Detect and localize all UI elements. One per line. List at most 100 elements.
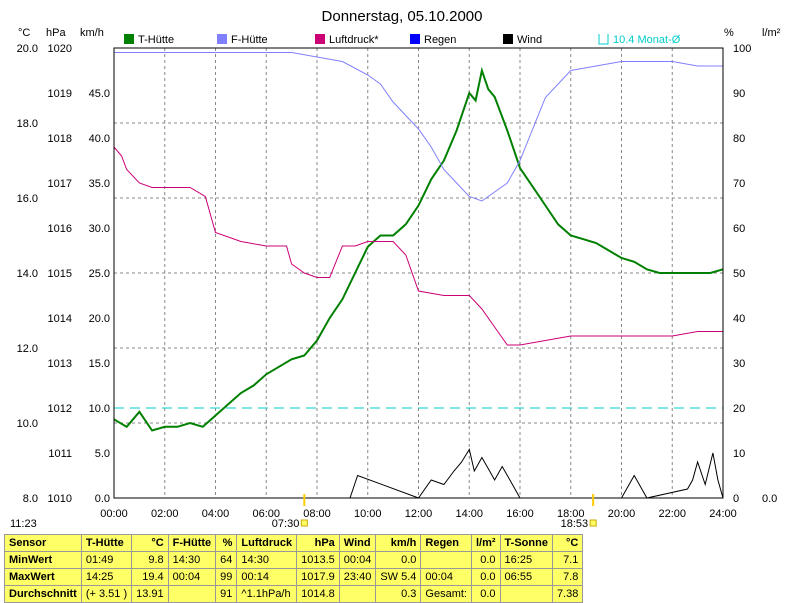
stats-header-row: Sensor T-Hütte °C F-Hütte% Luftdruck hPa Wind k… — [4, 534, 584, 552]
tick-label-temp: 8.0 — [23, 493, 38, 505]
stats-row-label: MinWert — [4, 551, 82, 569]
series-line — [114, 52, 723, 202]
stats-cell-time: 23:40 — [338, 568, 377, 586]
series-line — [113, 66, 724, 432]
legend-swatch — [410, 34, 420, 44]
tick-label-kmh: 45.0 — [89, 88, 110, 100]
tick-label-rain: 0.0 — [762, 493, 777, 505]
tick-label-pct: 80 — [733, 133, 745, 145]
stats-cell-time: Gesamt: — [420, 585, 472, 603]
legend-label: Wind — [517, 34, 542, 46]
axis-unit-rain: l/m² — [762, 27, 781, 39]
tick-label-time: 02:00 — [151, 508, 179, 520]
stats-cell-time — [167, 585, 217, 603]
tick-label-time: 18:00 — [557, 508, 585, 520]
stats-header-unit: °C — [551, 534, 584, 552]
tick-label-pct: 20 — [733, 403, 745, 415]
tick-label-time: 24:00 — [709, 508, 737, 520]
tick-label-temp: 12.0 — [17, 343, 38, 355]
legend-label: 10.4 Monat-Ø — [613, 34, 681, 46]
stats-cell-value: SW 5.4 — [375, 568, 422, 586]
stats-cell-time: 00:04 — [338, 551, 377, 569]
tick-label-hpa: 1019 — [48, 88, 72, 100]
tick-label-time: 12:00 — [405, 508, 433, 520]
stats-cell-time: 01:49 — [80, 551, 133, 569]
stats-cell-value: 7.1 — [551, 551, 584, 569]
legend-label: F-Hütte — [231, 34, 268, 46]
stats-cell-time: 00:14 — [236, 568, 298, 586]
tick-label-time: 06:00 — [252, 508, 280, 520]
stats-header-unit: % — [215, 534, 238, 552]
tick-label-time: 00:00 — [100, 508, 128, 520]
tick-label-kmh: 40.0 — [89, 133, 110, 145]
time-markers: 07:30 18:53 11:23 — [10, 494, 597, 530]
tick-label-kmh: 25.0 — [89, 268, 110, 280]
axis-unit-pct: % — [724, 27, 734, 39]
tick-label-hpa: 1016 — [48, 223, 72, 235]
series-line — [114, 448, 724, 499]
stats-cell-time: (+ 3.51 ) — [80, 585, 133, 603]
legend-swatch — [124, 34, 134, 44]
legend-swatch — [315, 34, 325, 44]
tick-label-kmh: 5.0 — [95, 448, 110, 460]
stats-cell-value: 7.8 — [551, 568, 584, 586]
stats-cell-value: 0.0 — [375, 551, 422, 569]
tick-label-kmh: 30.0 — [89, 223, 110, 235]
tick-label-hpa: 1017 — [48, 178, 72, 190]
stats-header-unit: km/h — [375, 534, 422, 552]
stats-row: MinWert 01:49 9.8 14:30 64 14:30 1013.5 00:04 0.… — [4, 551, 584, 569]
stats-cell-time — [338, 585, 377, 603]
tick-label-pct: 60 — [733, 223, 745, 235]
stats-cell-value: 19.4 — [131, 568, 169, 586]
stats-cell-time — [420, 551, 472, 569]
tick-label-hpa: 1011 — [48, 448, 72, 460]
stats-cell-time: 14:30 — [236, 551, 298, 569]
grid — [114, 48, 723, 498]
tick-label-kmh: 15.0 — [89, 358, 110, 370]
axis-units: °C hPa km/h% l/m² — [18, 27, 781, 39]
axis-unit-kmh: km/h — [80, 27, 104, 39]
legend-label: Luftdruck* — [329, 34, 379, 46]
stats-cell-value: 99 — [215, 568, 238, 586]
stats-cell-value: 1017.9 — [296, 568, 340, 586]
stats-header-unit: °C — [131, 534, 169, 552]
stats-cell-time: 00:04 — [167, 568, 217, 586]
stats-cell-time: 14:30 — [167, 551, 217, 569]
legend-label: Regen — [424, 34, 456, 46]
tick-label-time: 08:00 — [303, 508, 331, 520]
stats-cell-value: 1014.8 — [296, 585, 340, 603]
tick-label-temp: 20.0 — [17, 43, 38, 55]
stats-header-sensor: Sensor — [4, 534, 82, 552]
legend-swatch — [217, 34, 227, 44]
stats-header-name: Regen — [420, 534, 472, 552]
tick-label-temp: 16.0 — [17, 193, 38, 205]
stats-row-label: Durchschnitt — [4, 585, 82, 603]
stats-row-label: MaxWert — [4, 568, 82, 586]
stats-cell-time: 06:55 — [499, 568, 553, 586]
tick-label-kmh: 10.0 — [89, 403, 110, 415]
stats-cell-time: 14:25 — [80, 568, 133, 586]
corner-time: 11:23 — [10, 518, 37, 530]
tick-label-temp: 18.0 — [17, 118, 38, 130]
axis-unit-hpa: hPa — [46, 27, 66, 39]
stats-header-name: F-Hütte — [167, 534, 217, 552]
series-lines — [113, 52, 724, 499]
stats-header-unit: hPa — [296, 534, 340, 552]
stats-cell-value: 1013.5 — [296, 551, 340, 569]
tick-label-hpa: 1020 — [48, 43, 72, 55]
tick-label-pct: 70 — [733, 178, 745, 190]
marker-label: 18:53 — [561, 518, 589, 530]
tick-label-temp: 14.0 — [17, 268, 38, 280]
tick-label-kmh: 35.0 — [89, 178, 110, 190]
tick-label-hpa: 1014 — [48, 313, 72, 325]
tick-label-temp: 10.0 — [17, 418, 38, 430]
tick-label-hpa: 1018 — [48, 133, 72, 145]
tick-label-pct: 50 — [733, 268, 745, 280]
stats-cell-value: 64 — [215, 551, 238, 569]
stats-row: MaxWert 14:25 19.4 00:04 99 00:14 1017.9 23:40 S… — [4, 568, 584, 586]
tick-label-hpa: 1015 — [48, 268, 72, 280]
tick-label-pct: 30 — [733, 358, 745, 370]
tick-label-pct: 0 — [733, 493, 739, 505]
tick-label-hpa: 1010 — [48, 493, 72, 505]
marker-label: 07:30 — [272, 518, 300, 530]
